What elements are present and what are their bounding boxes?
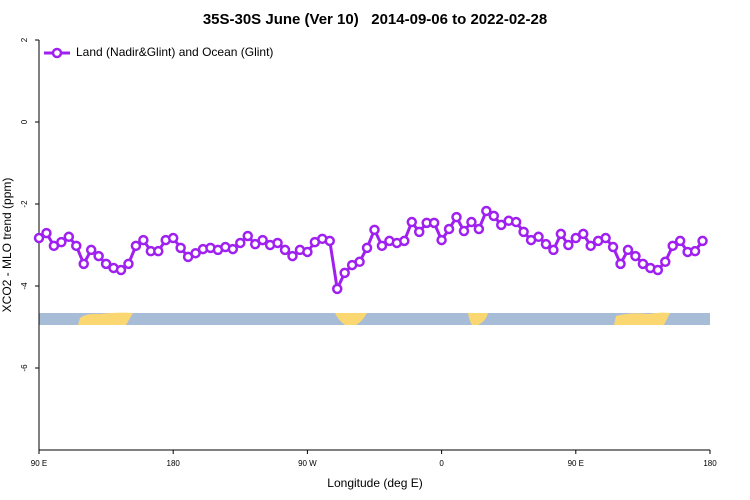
- data-point: [443, 223, 455, 235]
- data-point: [481, 205, 492, 217]
- data-point: [242, 230, 254, 242]
- y-axis-label: XCO2 - MLO trend (ppm): [0, 178, 14, 313]
- data-point: [413, 226, 425, 238]
- data-point: [287, 250, 298, 262]
- data-point: [466, 216, 477, 228]
- data-point: [93, 250, 104, 262]
- data-point: [138, 234, 149, 246]
- data-point: [399, 235, 410, 247]
- data-point: [697, 235, 708, 247]
- data-point: [190, 247, 201, 259]
- data-point: [33, 232, 45, 244]
- land-patch: [614, 312, 670, 325]
- data-point: [235, 237, 246, 249]
- data-point: [324, 235, 336, 247]
- data-point: [607, 241, 619, 253]
- data-point: [123, 258, 134, 270]
- data-point: [451, 211, 462, 223]
- data-point: [130, 240, 142, 252]
- data-point: [175, 242, 186, 254]
- data-point: [689, 245, 701, 257]
- x-axis-label: Longitude (deg E): [327, 476, 422, 490]
- data-point: [167, 232, 179, 244]
- data-point: [578, 228, 589, 240]
- data-point: [458, 225, 470, 237]
- data-point: [331, 283, 343, 295]
- data-point: [85, 244, 97, 256]
- data-point: [622, 244, 634, 256]
- data-point: [540, 238, 552, 250]
- data-point: [674, 235, 686, 247]
- data-point: [555, 228, 567, 240]
- data-point: [406, 216, 418, 228]
- legend-marker: [51, 47, 63, 59]
- x-tick-label: 90 E: [568, 459, 584, 468]
- data-point: [660, 256, 671, 268]
- legend-label: Land (Nadir&Glint) and Ocean (Glint): [76, 45, 273, 59]
- land-ocean-strip: [39, 312, 710, 325]
- land-patch: [78, 312, 133, 325]
- x-tick-label: 0: [439, 459, 444, 468]
- x-tick-label: 90 W: [298, 459, 317, 468]
- x-tick-label: 180: [167, 459, 181, 468]
- data-point: [354, 256, 365, 268]
- data-point: [637, 258, 649, 270]
- data-point: [667, 240, 678, 252]
- data-point: [585, 240, 596, 252]
- data-point: [652, 264, 664, 276]
- data-point: [533, 231, 544, 243]
- y-tick-label: -6: [20, 364, 29, 372]
- data-point: [488, 210, 500, 222]
- data-point: [436, 234, 447, 246]
- data-point: [279, 244, 291, 256]
- data-point: [302, 246, 313, 258]
- x-tick-label: 90 E: [31, 459, 47, 468]
- ocean-band: [39, 313, 710, 325]
- data-point: [56, 236, 67, 248]
- y-tick-label: 0: [20, 119, 29, 124]
- data-point: [369, 224, 380, 236]
- data-point: [71, 240, 82, 252]
- data-point: [570, 232, 582, 244]
- data-point: [100, 258, 112, 270]
- data-point: [376, 240, 388, 252]
- y-tick-label: -4: [20, 282, 29, 290]
- data-point: [473, 223, 485, 235]
- data-point: [495, 219, 507, 231]
- data-point: [339, 267, 350, 279]
- y-tick-label: 2: [20, 37, 29, 42]
- data-point: [257, 234, 268, 246]
- data-point: [227, 243, 239, 255]
- data-point: [600, 232, 611, 244]
- y-tick-label: -2: [20, 200, 29, 208]
- data-point: [428, 217, 440, 229]
- data-point: [630, 250, 641, 262]
- data-point: [249, 238, 261, 250]
- chart-title: 35S-30S June (Ver 10) 2014-09-06 to 2022…: [203, 11, 547, 28]
- data-point: [615, 258, 626, 270]
- data-point: [563, 239, 574, 251]
- data-point: [153, 245, 164, 257]
- data-point: [115, 264, 127, 276]
- data-point: [78, 258, 89, 270]
- data-point: [272, 237, 283, 249]
- data-point: [41, 227, 52, 239]
- data-point: [361, 242, 373, 254]
- land-patch: [468, 313, 488, 325]
- x-tick-label: 180: [703, 459, 717, 468]
- data-point: [510, 216, 522, 228]
- data-point: [548, 244, 559, 256]
- data-point: [518, 226, 529, 238]
- data-point: [63, 231, 75, 243]
- land-patch: [335, 313, 367, 325]
